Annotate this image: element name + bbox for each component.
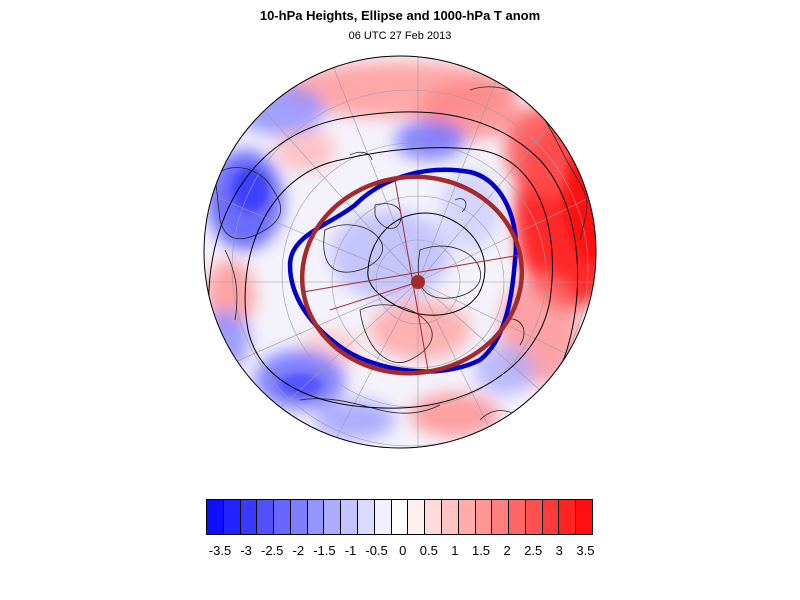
plot-subtitle: 06 UTC 27 Feb 2013 [348, 30, 452, 42]
colorbar-tick-label: -1 [344, 543, 357, 558]
colorbar-labels: -3.5 -3 -2.5 -2 -1.5 -1 -0.5 0 0.5 1 1.5 2 2.5 3 3.5 [0, 543, 800, 561]
colorbar-swatch [458, 500, 476, 534]
colorbar-tick-label: 3.5 [576, 543, 595, 558]
colorbar-tick-label: 2.5 [524, 543, 543, 558]
colorbar-swatch [223, 500, 241, 534]
colorbar-swatch [509, 500, 526, 534]
colorbar-tick-label: -0.5 [365, 543, 388, 558]
colorbar-tick-label: -3 [240, 543, 252, 558]
colorbar-tick-label: -3.5 [208, 543, 232, 558]
colorbar-swatch [576, 500, 592, 534]
colorbar-swatch [307, 500, 325, 534]
colorbar-swatch [274, 500, 291, 534]
colorbar-swatch [358, 500, 375, 534]
vortex-ellipse [299, 174, 525, 376]
colorbar-tick-label: 1 [451, 543, 459, 558]
colorbar-tick-label: 1.5 [471, 543, 491, 558]
colorbar-swatch [324, 500, 342, 534]
temperature-anomaly-field [204, 56, 596, 448]
blue-polar-vortex-contour [287, 167, 519, 374]
colorbar-tick-label: -2 [292, 543, 305, 558]
plot-title: 10-hPa Heights, Ellipse and 1000-hPa T a… [259, 8, 541, 23]
colorbar-swatch [207, 500, 224, 534]
colorbar-swatch [542, 500, 560, 534]
colorbar-swatch [374, 500, 392, 534]
colorbar-tick-label: 0.5 [419, 543, 438, 558]
colorbar-tick-label: 2 [503, 543, 511, 558]
colorbar-swatch [240, 500, 258, 534]
colorbar-swatch [341, 500, 359, 534]
colorbar-swatch [525, 500, 543, 534]
colorbar-swatch [290, 500, 308, 534]
colorbar-swatch [441, 500, 459, 534]
colorbar-swatch [408, 500, 426, 534]
colorbar-tick-label: 0 [399, 543, 407, 558]
colorbar-swatch [425, 500, 442, 534]
colorbar-swatch [257, 500, 275, 534]
colorbar [206, 499, 593, 535]
colorbar-tick-label: 3 [555, 543, 563, 558]
colorbar-swatch [475, 500, 493, 534]
colorbar-swatch [492, 500, 510, 534]
colorbar-tick-label: -1.5 [313, 543, 336, 558]
map-boundary [203, 55, 597, 449]
colorbar-swatch [391, 500, 409, 534]
colorbar-swatch [559, 500, 577, 534]
colorbar-tick-label: -2.5 [260, 543, 284, 558]
coastlines [214, 86, 588, 421]
